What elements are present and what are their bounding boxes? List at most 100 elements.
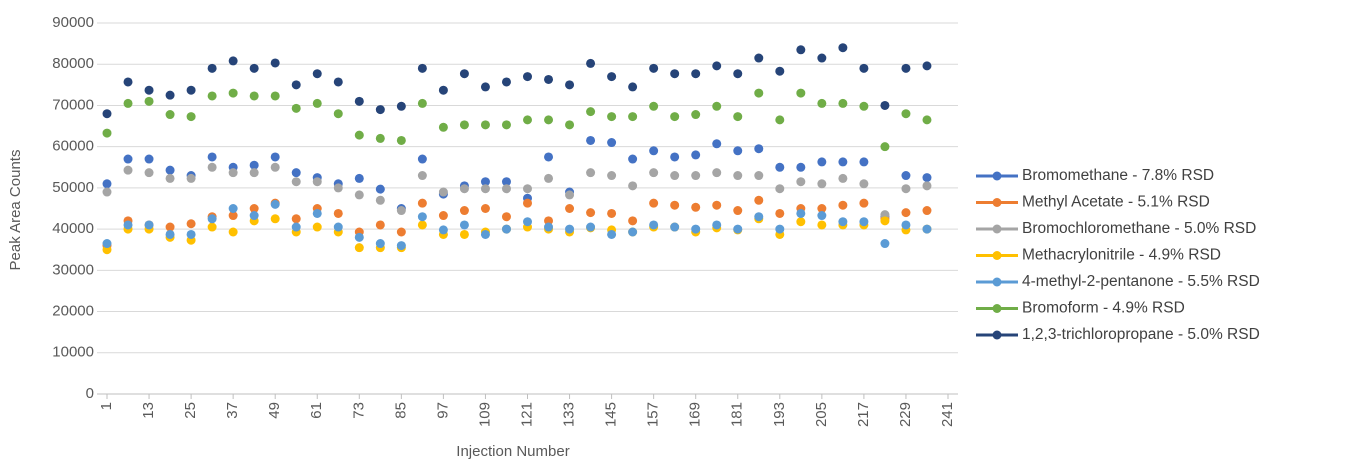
point	[901, 63, 911, 73]
point	[796, 208, 806, 218]
y-tick-label: 50000	[52, 179, 94, 196]
point	[333, 183, 343, 193]
point	[417, 171, 427, 181]
point	[165, 90, 175, 100]
point	[375, 239, 385, 249]
x-tick-label: 157	[645, 402, 662, 427]
point	[249, 211, 259, 221]
point	[249, 204, 259, 213]
point	[417, 154, 427, 164]
point	[649, 146, 659, 156]
point	[123, 77, 133, 87]
point	[207, 91, 217, 101]
point	[733, 171, 743, 181]
point	[312, 177, 322, 187]
point	[775, 224, 785, 234]
point	[249, 63, 259, 73]
point	[880, 142, 890, 152]
point	[712, 139, 722, 149]
point	[712, 200, 722, 210]
point	[354, 173, 364, 183]
y-tick-label: 70000	[52, 96, 94, 113]
x-tick-label: 73	[350, 402, 367, 419]
point	[165, 173, 175, 183]
point	[649, 101, 659, 111]
point	[354, 130, 364, 140]
point	[396, 206, 406, 216]
legend-marker	[992, 304, 1002, 313]
legend-label: Methyl Acetate - 5.1% RSD	[1022, 194, 1210, 211]
point	[754, 144, 764, 154]
point	[291, 214, 301, 224]
point	[354, 243, 364, 253]
point	[333, 222, 343, 232]
point	[291, 177, 301, 187]
point	[901, 208, 911, 218]
point	[607, 229, 617, 239]
point	[838, 217, 848, 227]
point	[565, 120, 575, 130]
point	[375, 195, 385, 205]
point	[670, 222, 680, 232]
point	[459, 220, 469, 230]
point	[859, 179, 869, 189]
point	[501, 212, 511, 222]
x-tick-label: 205	[813, 402, 830, 427]
x-tick-label: 229	[897, 402, 914, 427]
x-axis-title: Injection Number	[456, 443, 569, 460]
point	[501, 224, 511, 234]
x-tick-label: 85	[392, 402, 409, 419]
point	[796, 45, 806, 55]
point	[501, 120, 511, 130]
point	[501, 184, 511, 194]
point	[880, 100, 890, 110]
x-tick-label: 97	[434, 402, 451, 419]
y-tick-label: 60000	[52, 138, 94, 155]
legend: Bromomethane - 7.8% RSD Methyl Acetate - …	[976, 167, 1260, 343]
y-axis-title: Peak Area Counts	[7, 150, 24, 271]
point	[775, 162, 785, 172]
legend-marker	[992, 277, 1002, 287]
series	[102, 199, 932, 251]
point	[291, 80, 301, 90]
point	[670, 171, 680, 181]
point	[375, 105, 385, 115]
point	[586, 168, 596, 178]
point	[754, 171, 764, 181]
point	[544, 216, 554, 226]
point	[207, 162, 217, 172]
point	[649, 198, 659, 208]
point	[859, 101, 869, 111]
point	[186, 85, 196, 95]
x-tick-label: 169	[687, 402, 704, 427]
point	[670, 112, 680, 122]
x-tick-label: 13	[140, 402, 157, 419]
point	[501, 77, 511, 87]
legend-label: Bromomethane - 7.8% RSD	[1022, 167, 1214, 184]
point	[607, 138, 617, 148]
point	[817, 157, 827, 167]
point	[165, 222, 175, 232]
point	[733, 206, 743, 216]
y-tick-label: 30000	[52, 261, 94, 278]
y-tick-label: 20000	[52, 303, 94, 320]
point	[186, 219, 196, 229]
point	[291, 222, 301, 232]
x-tick-label: 121	[518, 402, 535, 427]
point	[691, 202, 701, 212]
legend-marker	[992, 251, 1002, 260]
y-tick-label: 90000	[52, 14, 94, 31]
point	[417, 98, 427, 108]
point	[102, 179, 112, 189]
point	[459, 229, 469, 239]
point	[901, 184, 911, 194]
point	[733, 112, 743, 122]
y-tick-label: 80000	[52, 55, 94, 72]
legend-marker	[992, 330, 1002, 340]
point	[901, 220, 911, 230]
point	[733, 224, 743, 234]
point	[459, 184, 469, 194]
point	[480, 120, 490, 130]
point	[523, 198, 532, 208]
point	[838, 98, 848, 108]
